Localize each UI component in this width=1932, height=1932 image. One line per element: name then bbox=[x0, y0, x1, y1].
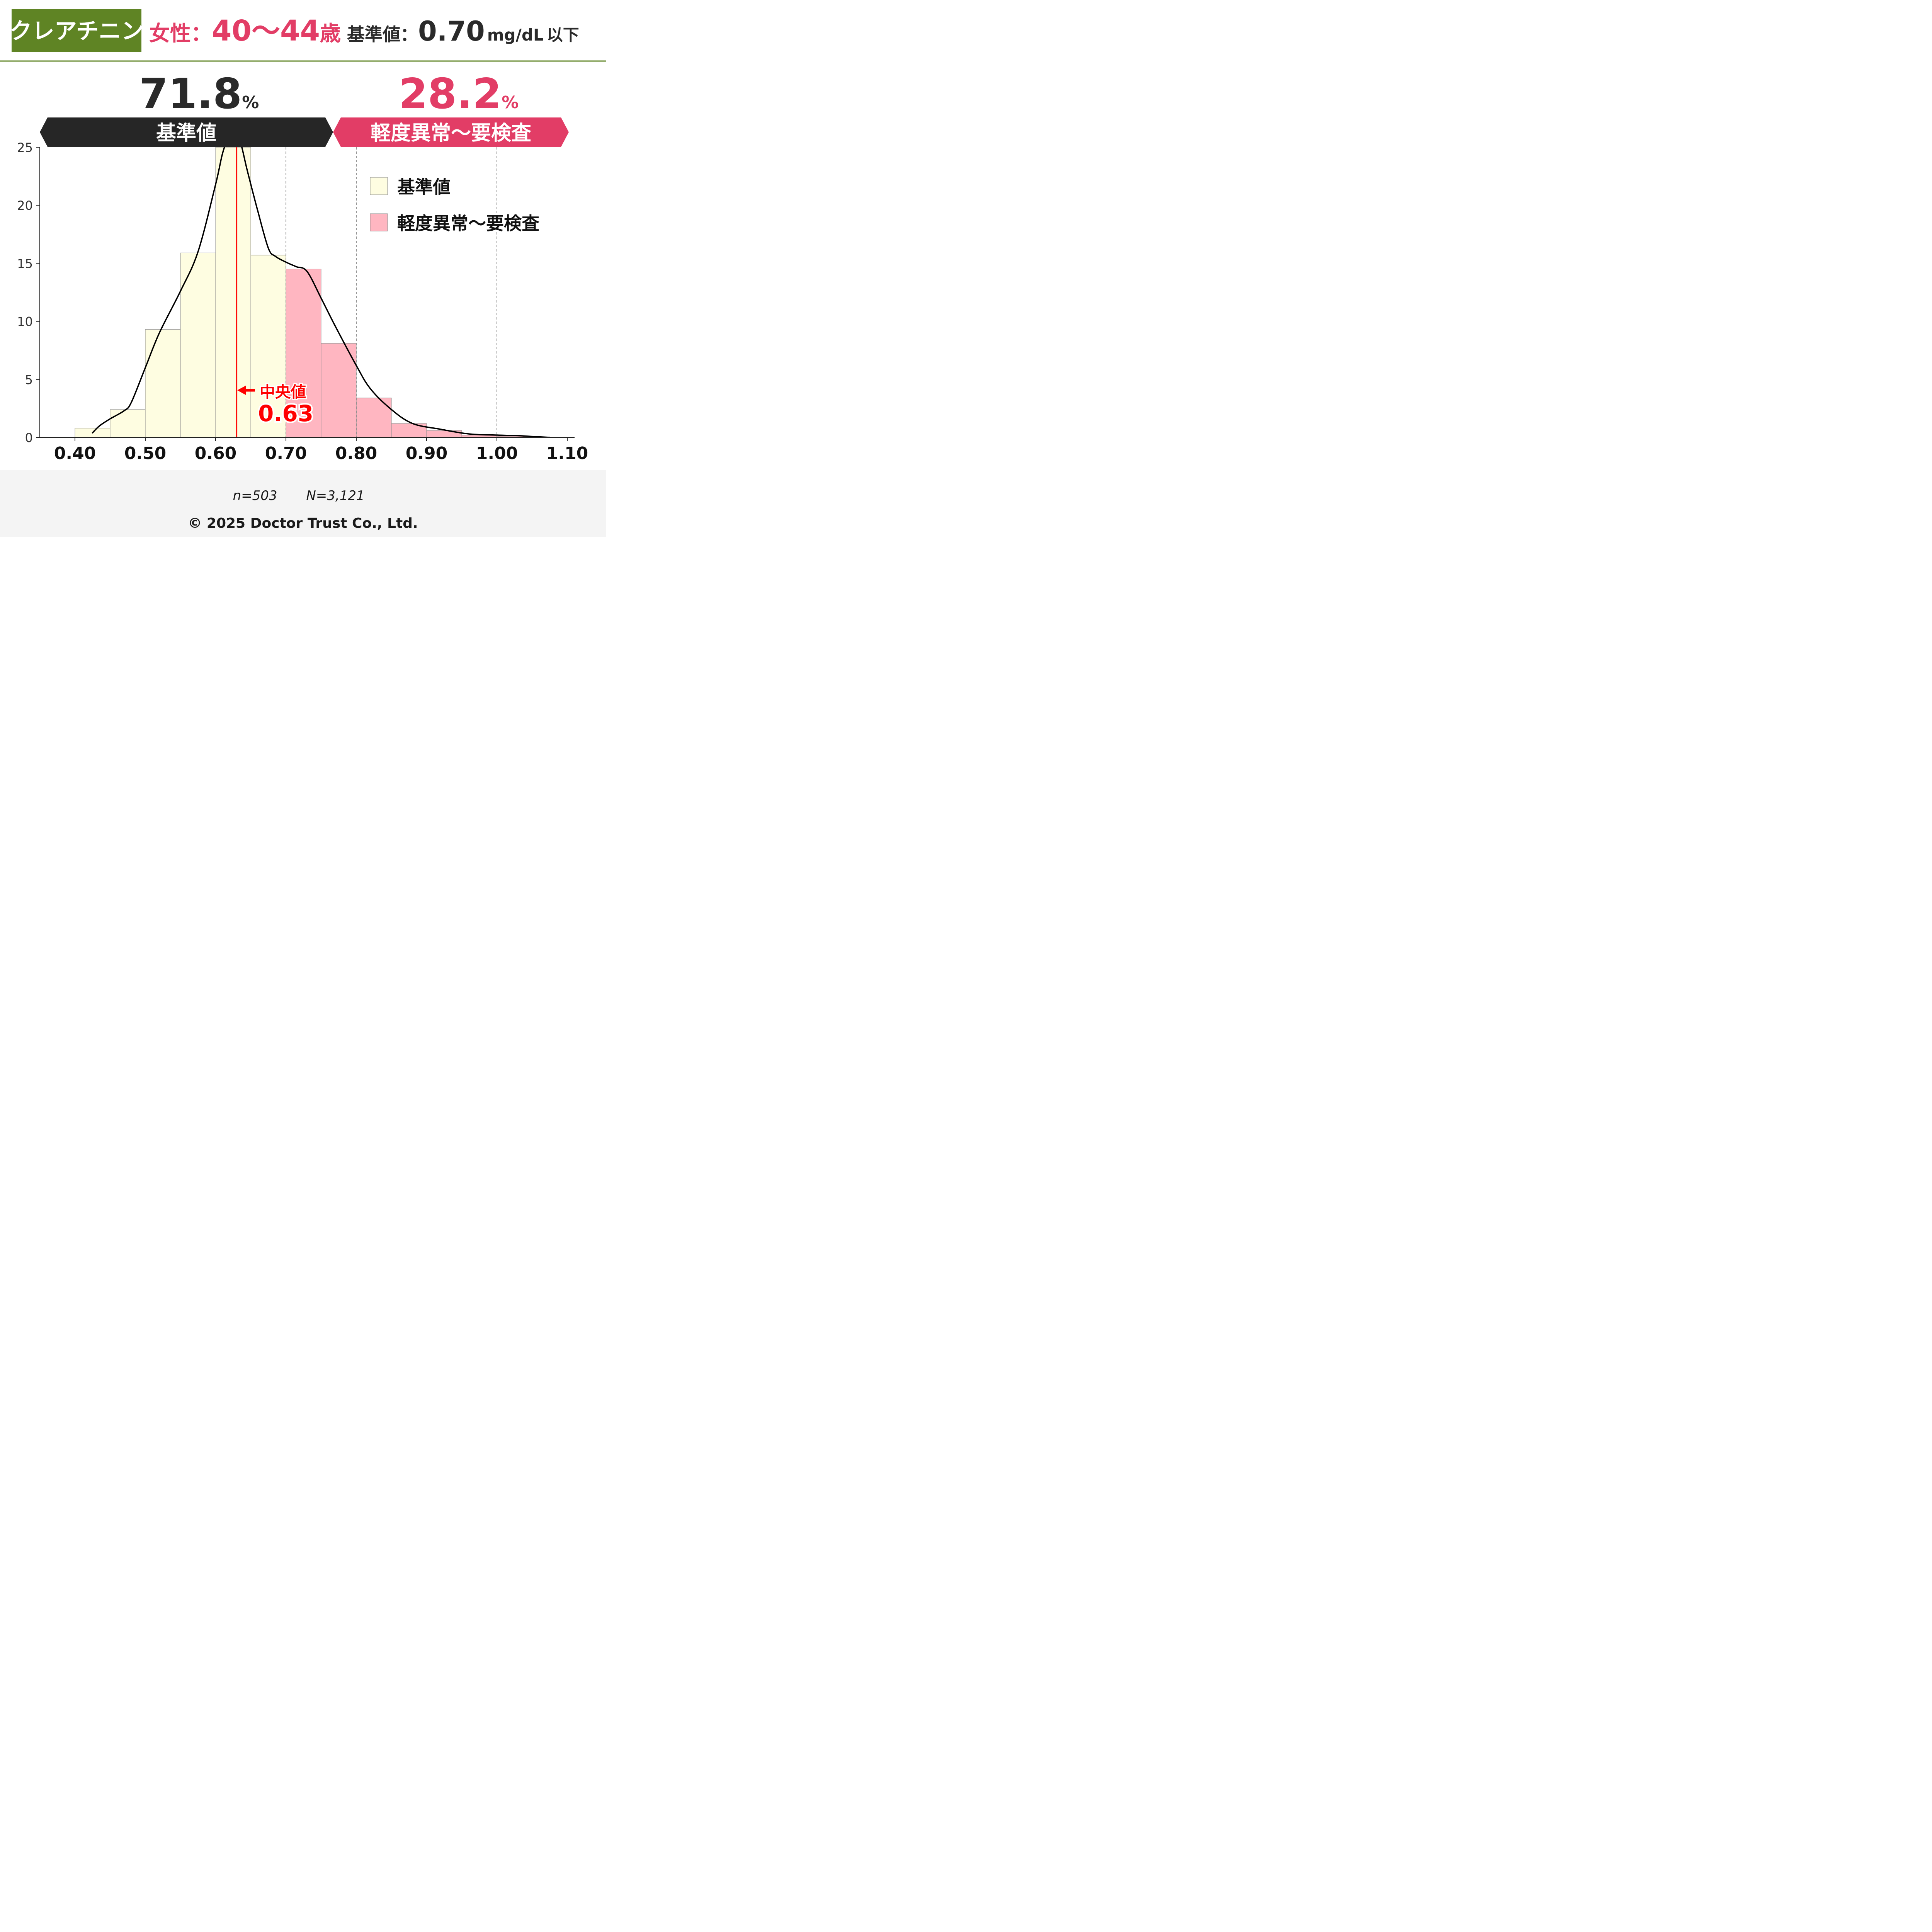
legend-swatch-normal bbox=[370, 177, 388, 195]
banner-abnormal-label: 軽度異常～要検査 bbox=[371, 122, 531, 145]
header-ref-text: 基準値：0.70 mg/dL 以下 bbox=[347, 15, 579, 47]
median-label: 中央値 bbox=[260, 383, 306, 401]
x-tick-label: 1.10 bbox=[546, 444, 588, 463]
header-group-text: 女性：40～44歳 bbox=[149, 14, 341, 48]
banner-normal-shape bbox=[40, 117, 333, 147]
histogram-bar bbox=[110, 409, 146, 438]
header-ref-suffix: 以下 bbox=[547, 26, 579, 44]
x-ticks: 0.40 0.50 0.60 0.70 0.80 0.90 1.00 1.10 bbox=[54, 437, 588, 463]
histogram-bar bbox=[180, 252, 216, 438]
median-value: 0.63 bbox=[258, 400, 313, 427]
threshold-lines bbox=[286, 147, 497, 437]
banner-abnormal-shape bbox=[333, 117, 569, 147]
chart-figure: クレアチニン 女性：40～44歳 基準値：0.70 mg/dL 以下 71.8% 2… bbox=[0, 9, 606, 537]
x-tick-label: 0.60 bbox=[195, 444, 237, 463]
banner-abnormal: 軽度異常～要検査 bbox=[333, 117, 569, 147]
median-annotation: 中央値 0.63 bbox=[237, 382, 315, 428]
title-badge bbox=[12, 9, 141, 52]
y-tick-label: 20 bbox=[17, 198, 33, 213]
axes: 0 5 10 15 20 25 0.40 0.50 0.60 0.70 0.80 0.90 1.00 1… bbox=[17, 140, 588, 463]
plot-area: 0 5 10 15 20 25 0.40 0.50 0.60 0.70 0.80 0.90 1.00 1… bbox=[17, 126, 588, 463]
header: クレアチニン 女性：40～44歳 基準値：0.70 mg/dL 以下 bbox=[0, 9, 606, 62]
y-tick-label: 25 bbox=[17, 140, 33, 155]
right-percent-value: 28.2 bbox=[399, 70, 502, 118]
header-ref-label: 基準値： bbox=[347, 24, 418, 45]
header-ref-value: 0.70 bbox=[418, 15, 485, 47]
y-tick-label: 15 bbox=[17, 256, 33, 271]
footer-background bbox=[0, 470, 606, 537]
header-ref-unit: mg/dL bbox=[487, 26, 544, 44]
left-percent-value: 71.8 bbox=[139, 70, 242, 118]
footer-copyright: © 2025 Doctor Trust Co., Ltd. bbox=[188, 515, 418, 531]
banner-normal-label: 基準値 bbox=[156, 122, 216, 145]
x-tick-label: 0.90 bbox=[406, 444, 448, 463]
right-percent-text: 28.2% bbox=[399, 70, 519, 118]
histogram-bar bbox=[145, 329, 181, 438]
y-tick-label: 0 bbox=[25, 430, 33, 445]
histogram-bars bbox=[75, 147, 532, 438]
left-percent-unit: % bbox=[242, 93, 259, 112]
y-tick-label: 5 bbox=[25, 372, 33, 387]
footer: n=503 N=3,121 © 2025 Doctor Trust Co., L… bbox=[0, 470, 606, 537]
x-tick-label: 0.70 bbox=[265, 444, 307, 463]
legend: 基準値 軽度異常～要検査 bbox=[370, 177, 539, 234]
header-age-range: 40～44 bbox=[212, 14, 320, 48]
right-percent-unit: % bbox=[502, 93, 519, 112]
x-tick-label: 1.00 bbox=[476, 444, 518, 463]
median-arrow-head bbox=[237, 386, 246, 395]
legend-label-normal: 基準値 bbox=[397, 177, 451, 197]
density-curve bbox=[92, 126, 551, 438]
legend-swatch-abnormal bbox=[370, 213, 388, 231]
histogram-bar bbox=[286, 269, 321, 438]
header-age-unit: 歳 bbox=[320, 21, 341, 46]
left-percent-text: 71.8% bbox=[139, 70, 259, 118]
banner-normal: 基準値 bbox=[40, 117, 333, 147]
x-tick-label: 0.50 bbox=[124, 444, 167, 463]
x-tick-label: 0.80 bbox=[335, 444, 378, 463]
y-tick-label: 10 bbox=[17, 315, 33, 329]
title-badge-text: クレアチニン bbox=[10, 18, 144, 44]
legend-label-abnormal: 軽度異常～要検査 bbox=[397, 213, 539, 234]
histogram-bar bbox=[321, 343, 357, 438]
histogram-bar bbox=[356, 398, 392, 438]
header-group-label: 女性： bbox=[149, 21, 212, 46]
footer-sample-size: n=503 bbox=[233, 488, 277, 503]
y-ticks: 0 5 10 15 20 25 bbox=[17, 140, 40, 445]
x-tick-label: 0.40 bbox=[54, 444, 96, 463]
histogram-bar bbox=[250, 255, 286, 438]
footer-total-size: N=3,121 bbox=[306, 488, 364, 503]
